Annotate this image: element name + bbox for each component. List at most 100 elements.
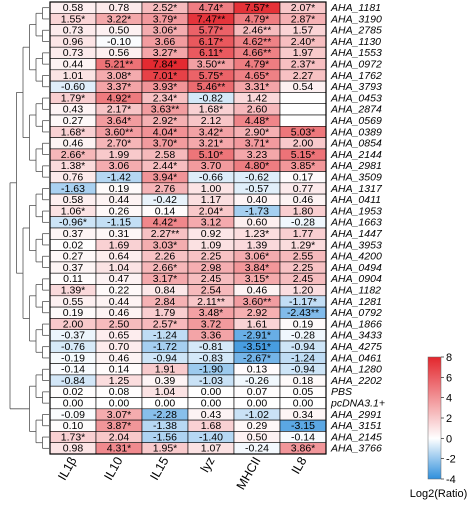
- column-label: IL1β: [55, 455, 79, 483]
- cell-value: 1.39*: [61, 285, 86, 297]
- cell-value: 2.45: [293, 273, 314, 285]
- cell-value: 2.92*: [153, 115, 178, 127]
- cell-value: 4.62**: [243, 36, 272, 48]
- cell-value: 2.98: [201, 262, 222, 274]
- cell-value: 0.00: [63, 398, 84, 410]
- row-label: AHA_0972: [330, 59, 382, 71]
- cell-value: 0.58: [63, 2, 84, 14]
- cell-value: 0.02: [63, 239, 84, 251]
- cell-value: -0.83: [199, 352, 223, 364]
- cell-value: -0.14: [291, 431, 315, 443]
- cell-value: 3.50**: [197, 59, 226, 71]
- column-label: IL15: [147, 454, 171, 482]
- cell-value: 2.66*: [153, 262, 178, 274]
- cell-value: 0.64: [109, 251, 130, 263]
- cell-value: 5.15*: [291, 149, 316, 161]
- cell-value: 0.58: [63, 194, 84, 206]
- cell-value: 1.38*: [61, 160, 86, 172]
- cell-value: 2.07*: [291, 2, 316, 14]
- cell-value: 0.44: [109, 194, 130, 206]
- row-label: AHA_0569: [330, 115, 382, 127]
- row-label: AHA_2202: [330, 375, 382, 387]
- cell-value: 0.00: [247, 398, 268, 410]
- row-label: AHA_0904: [330, 273, 382, 285]
- cell-value: 0.73: [63, 25, 84, 37]
- cell-value: -1.73: [245, 205, 269, 217]
- cell-value: 3.03*: [153, 239, 178, 251]
- cell-value: 6.17*: [199, 36, 224, 48]
- cell-value: 0.84: [155, 285, 176, 297]
- cell-value: 0.07: [247, 386, 268, 398]
- cell-value: 3.93*: [153, 81, 178, 93]
- cell-value: 0.00: [201, 398, 222, 410]
- heatmap-border: [49, 1, 327, 455]
- cell-value: 2.54: [201, 285, 222, 297]
- cell-value: 2.50: [109, 318, 130, 330]
- cell-value: 1.04: [155, 386, 176, 398]
- cell-value: -2.67*: [243, 352, 271, 364]
- cell-value: 1.91: [155, 364, 176, 376]
- cell-value: -0.76: [61, 341, 85, 353]
- cell-value: -0.94: [153, 352, 177, 364]
- cell-value: -3.51*: [243, 341, 271, 353]
- cell-value: 0.77: [293, 183, 314, 195]
- cell-value: 2.55: [293, 251, 314, 263]
- cell-value: 0.31: [109, 228, 130, 240]
- cell-value: -0.19: [61, 352, 85, 364]
- cell-value: 0.18: [293, 375, 314, 387]
- cell-value: -0.94: [291, 364, 315, 376]
- cell-value: 0.46: [109, 352, 130, 364]
- row-label: AHA_0389: [330, 126, 382, 138]
- cell-value: 0.26: [109, 205, 130, 217]
- legend-tick-label: -2: [446, 454, 456, 466]
- cell-value: 3.27*: [153, 47, 178, 59]
- cell-value: 0.19: [293, 318, 314, 330]
- cell-value: 3.12: [201, 217, 222, 229]
- cell-value: 0.10: [63, 420, 84, 432]
- column-label: lyz: [198, 455, 218, 475]
- cell-value: 2.45: [201, 273, 222, 285]
- cell-value: 2.00: [63, 318, 84, 330]
- cell-value: 3.60**: [243, 296, 272, 308]
- cell-value: 1.99: [109, 149, 130, 161]
- row-label: AHA_0453: [330, 92, 382, 104]
- cell-value: 0.22: [109, 285, 130, 297]
- cell-value: -1.42: [107, 172, 131, 184]
- cell-value: 1.55*: [61, 13, 86, 25]
- row-label: AHA_1130: [330, 36, 381, 48]
- cell-value: 3.85*: [291, 160, 316, 172]
- row-label: AHA_1762: [330, 70, 382, 82]
- cell-value: -0.96*: [59, 217, 87, 229]
- cell-value: 4.79*: [245, 59, 270, 71]
- cell-value: 3.15*: [245, 273, 270, 285]
- column-label: IL8: [289, 454, 310, 476]
- legend-tick-label: 4: [446, 393, 452, 405]
- cell-value: 1.73*: [61, 431, 86, 443]
- cell-value: 5.77*: [199, 25, 224, 37]
- cell-value: 3.94*: [153, 172, 178, 184]
- cell-value: 1.77: [293, 228, 314, 240]
- cell-value: 0.73: [63, 47, 84, 59]
- cell-value: -1.02: [245, 409, 269, 421]
- cell-value: 2.27**: [151, 228, 180, 240]
- cell-value: 3.06*: [153, 25, 178, 37]
- row-label: AHA_2981: [330, 160, 382, 172]
- cell-value: 1.09: [201, 239, 222, 251]
- cell-value: -3.15: [291, 420, 315, 432]
- cell-value: 0.96: [63, 36, 84, 48]
- row-label: AHA_3953: [330, 239, 382, 251]
- cell-value: 3.64*: [107, 115, 132, 127]
- row-label: AHA_4200: [330, 251, 382, 263]
- cell-value: 0.65: [109, 330, 130, 342]
- cell-value: 3.36: [201, 330, 222, 342]
- cell-value: 5.75*: [199, 70, 224, 82]
- cell-value: 0.70: [109, 341, 130, 353]
- cell-value: 0.46: [63, 138, 84, 150]
- cell-value: -0.28: [291, 330, 315, 342]
- cell-value: -0.84: [61, 375, 85, 387]
- cell-value: -1.03: [199, 375, 223, 387]
- row-label: AHA_2145: [330, 431, 382, 443]
- cell-value: 0.54: [293, 81, 314, 93]
- cell-value: 0.55: [63, 296, 84, 308]
- cell-value: 3.66: [155, 36, 176, 48]
